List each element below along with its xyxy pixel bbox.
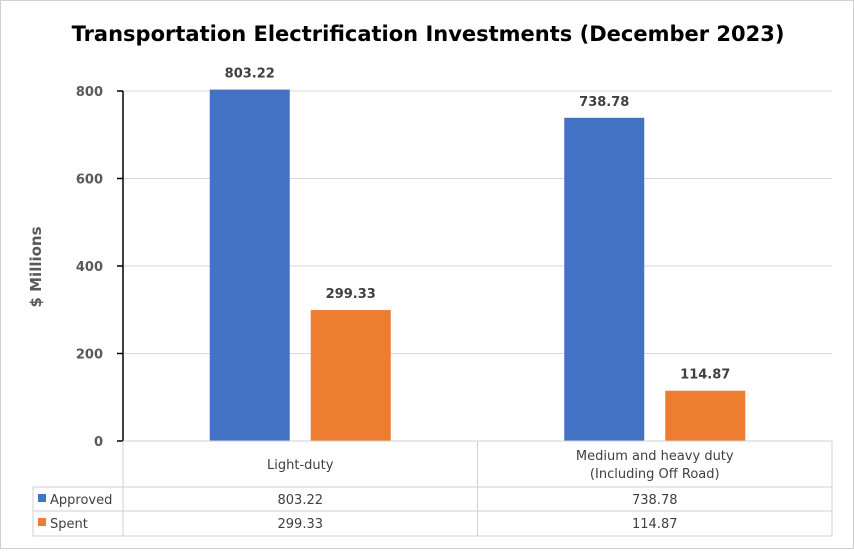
bar-spent [665,390,746,441]
table-cell: 114.87 [632,517,678,532]
table-cell: 738.78 [632,493,678,508]
data-label: 738.78 [579,95,629,110]
chart-title: Transportation Electrification Investmen… [72,22,785,46]
data-label: 299.33 [326,287,376,302]
bars-layer: 803.22 738.78 299.33 114.87 [209,67,746,441]
y-axis-label: $ Millions [27,226,45,307]
data-label: 803.22 [225,67,275,82]
legend-label: Spent [50,517,88,532]
y-tick-label: 800 [76,85,103,100]
table-cell: 803.22 [278,493,324,508]
y-tick-label: 0 [94,435,103,450]
legend-key-spent [38,518,46,526]
bar-approved [209,89,290,441]
legend-key-approved [38,494,46,502]
bar-spent [310,310,391,441]
category-label: (Including Off Road) [590,467,720,482]
y-tick-label: 200 [76,348,103,363]
y-tick-label: 400 [76,260,103,275]
y-tick-label: 600 [76,173,103,188]
data-label: 114.87 [680,368,730,383]
category-label: Medium and heavy duty [576,449,734,464]
data-table: Light-duty Medium and heavy duty (Includin… [32,440,833,537]
legend-label: Approved [50,493,112,508]
bar-approved [564,117,645,441]
category-label: Light-duty [267,458,334,473]
table-cell: 299.33 [278,517,324,532]
